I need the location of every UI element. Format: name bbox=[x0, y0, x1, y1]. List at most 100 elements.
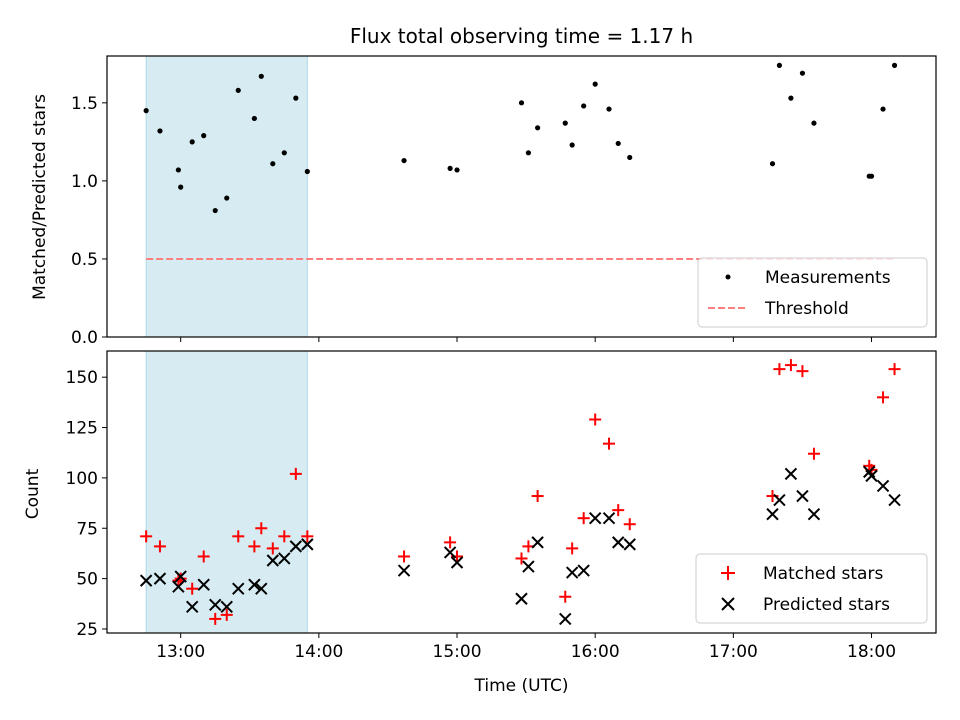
legend-predicted-marker bbox=[721, 597, 735, 611]
measurement-point bbox=[454, 167, 460, 173]
matched-star-point bbox=[559, 590, 572, 603]
measurement-point bbox=[212, 207, 218, 214]
matched-star-point bbox=[566, 542, 579, 555]
matched-star-point bbox=[877, 391, 890, 404]
predicted-star-point bbox=[185, 600, 199, 614]
predicted-star-point bbox=[450, 556, 464, 569]
predicted-star-point bbox=[522, 560, 535, 573]
predicted-star-point bbox=[289, 540, 303, 553]
predicted-star-point bbox=[443, 546, 457, 559]
count-panel-frame bbox=[106, 350, 937, 634]
measurement-point bbox=[143, 108, 149, 114]
count-panel: 25 50 75 100 125 150 13:00 14:00 15:00 16:00 17:0… bbox=[23, 350, 937, 696]
predicted-star-point bbox=[174, 570, 187, 583]
matched-star-point bbox=[209, 612, 222, 625]
predicted-star-point bbox=[397, 564, 411, 577]
x-tick-label: 13:00 bbox=[156, 642, 205, 662]
predicted-star-point bbox=[209, 598, 222, 612]
predicted-star-point bbox=[588, 511, 602, 525]
x-tick-label: 15:00 bbox=[433, 642, 482, 662]
y-tick-label: 1.0 bbox=[71, 172, 98, 192]
predicted-star-point bbox=[278, 552, 291, 565]
x-tick-label: 17:00 bbox=[709, 642, 758, 662]
y-tick-label: 125 bbox=[66, 419, 98, 439]
measurement-point bbox=[258, 73, 264, 79]
legend-matched-label: Matched stars bbox=[763, 564, 883, 584]
y-tick-label: 150 bbox=[66, 368, 98, 388]
count-y-label: Count bbox=[23, 468, 43, 519]
matched-star-point bbox=[515, 552, 528, 565]
measurement-point bbox=[776, 62, 783, 68]
measurement-point bbox=[592, 81, 598, 87]
predicted-star-point bbox=[266, 554, 280, 567]
measurement-point bbox=[401, 157, 407, 164]
measurement-point bbox=[811, 120, 817, 126]
y-tick-label: 25 bbox=[76, 620, 98, 640]
predicted-star-point bbox=[139, 574, 153, 587]
y-tick-label: 0.5 bbox=[71, 250, 98, 270]
x-tick-label: 18:00 bbox=[847, 642, 896, 662]
measurement-point bbox=[201, 133, 207, 139]
measurement-point bbox=[281, 150, 287, 156]
count-x-ticks: 13:00 14:00 15:00 16:00 17:00 18:00 bbox=[156, 633, 896, 662]
measurement-point bbox=[525, 150, 532, 156]
predicted-star-point bbox=[773, 493, 786, 507]
measurement-point bbox=[447, 165, 453, 171]
measurement-point bbox=[175, 167, 181, 173]
matched-star-point bbox=[589, 413, 602, 426]
matched-star-point bbox=[773, 363, 786, 376]
legend-matched-marker bbox=[721, 566, 735, 580]
predicted-star-point bbox=[796, 489, 809, 503]
matched-star-point bbox=[623, 518, 636, 531]
predicted-star-point bbox=[220, 600, 233, 614]
measurement-point bbox=[293, 95, 299, 101]
measurement-point bbox=[891, 62, 898, 68]
predicted-star-point bbox=[577, 564, 590, 577]
predicted-star-point bbox=[559, 612, 572, 626]
chart-title: Flux total observing time = 1.17 h bbox=[350, 24, 693, 48]
matched-star-point bbox=[301, 530, 314, 543]
measurement-point bbox=[799, 70, 806, 76]
predicted-star-point bbox=[232, 582, 245, 595]
measurement-point bbox=[189, 139, 195, 145]
matched-star-point bbox=[278, 530, 291, 543]
ratio-panel-frame bbox=[106, 55, 937, 338]
predicted-star-point bbox=[876, 479, 890, 493]
matched-star-point bbox=[796, 365, 809, 378]
predicted-star-point bbox=[248, 578, 261, 591]
ratio-y-label: Matched/Predicted stars bbox=[30, 94, 50, 300]
matched-star-point bbox=[197, 550, 210, 563]
legend-predicted-label: Predicted stars bbox=[763, 595, 890, 615]
measurement-point bbox=[304, 168, 310, 175]
measurement-point bbox=[788, 95, 794, 101]
measurement-point bbox=[581, 103, 587, 109]
predicted-star-point bbox=[531, 536, 544, 549]
predicted-star-point bbox=[255, 582, 268, 595]
y-tick-label: 50 bbox=[76, 570, 98, 590]
predicted-star-point bbox=[602, 511, 616, 525]
matched-star-point bbox=[577, 512, 590, 525]
count-legend-box bbox=[695, 553, 928, 624]
matched-star-point bbox=[220, 608, 233, 621]
legend-threshold-label: Threshold bbox=[764, 299, 849, 319]
measurement-point bbox=[157, 128, 163, 134]
y-tick-label: 0.0 bbox=[71, 328, 98, 348]
ratio-y-ticks: 0.0 0.5 1.0 1.5 bbox=[71, 94, 107, 348]
measurement-point bbox=[178, 184, 184, 190]
matched-star-point bbox=[289, 467, 302, 480]
predicted-star-point bbox=[807, 507, 821, 521]
predicted-star-point bbox=[612, 536, 625, 549]
matched-star-point bbox=[255, 522, 268, 535]
predicted-star-point bbox=[623, 538, 636, 551]
predicted-star-point bbox=[784, 467, 798, 481]
x-tick-label: 16:00 bbox=[571, 642, 620, 662]
matched-star-point bbox=[531, 490, 544, 503]
ratio-panel: 0.0 0.5 1.0 1.5 Matched/Predicted stars Mea… bbox=[30, 55, 937, 348]
measurement-point bbox=[606, 106, 612, 112]
matched-star-point bbox=[174, 572, 187, 585]
measurement-point bbox=[235, 87, 241, 93]
predicted-star-point bbox=[565, 566, 579, 579]
measurements-series bbox=[143, 62, 898, 214]
matched-star-point bbox=[784, 359, 797, 372]
